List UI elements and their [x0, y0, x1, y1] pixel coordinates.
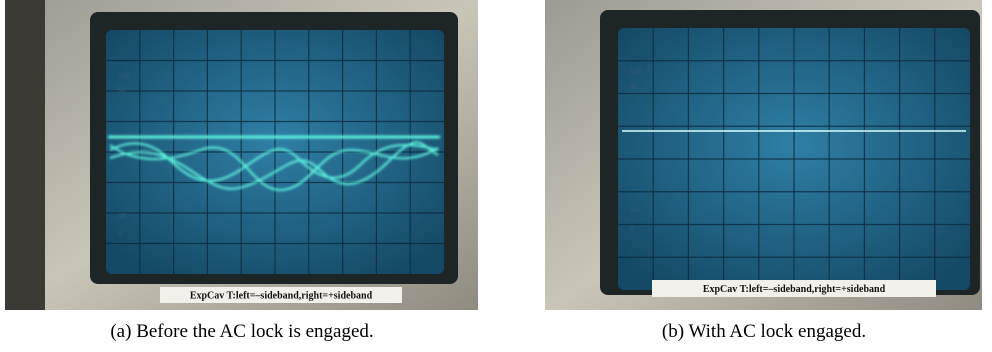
label-strip: ExpCav T:left=–sideband,right=+sideband: [703, 284, 886, 295]
graticule-mark: 100: [118, 73, 130, 80]
photo-b: ExpCav T:left=–sideband,right=+sideband …: [545, 0, 982, 310]
graticule-mark: 10: [630, 207, 638, 214]
page: {"panels": [ {"label_strip": "ExpCav T:l…: [0, 0, 992, 352]
graticule-mark: 100: [630, 69, 642, 76]
graticule-mark: 90: [630, 83, 638, 90]
graticule-mark: 10: [118, 213, 126, 220]
label-strip: ExpCav T:left=–sideband,right=+sideband: [190, 291, 373, 302]
graticule-mark: 90: [118, 87, 126, 94]
graticule-mark: 0: [118, 231, 122, 238]
caption: (a) Before the AC lock is engaged.: [110, 321, 373, 342]
figure: ExpCav T:left=–sideband,right=+sideband …: [0, 0, 992, 352]
caption: (b) With AC lock engaged.: [662, 321, 866, 342]
photo-a: ExpCav T:left=–sideband,right=+sideband …: [5, 0, 478, 310]
graticule-mark: 0: [630, 225, 634, 232]
